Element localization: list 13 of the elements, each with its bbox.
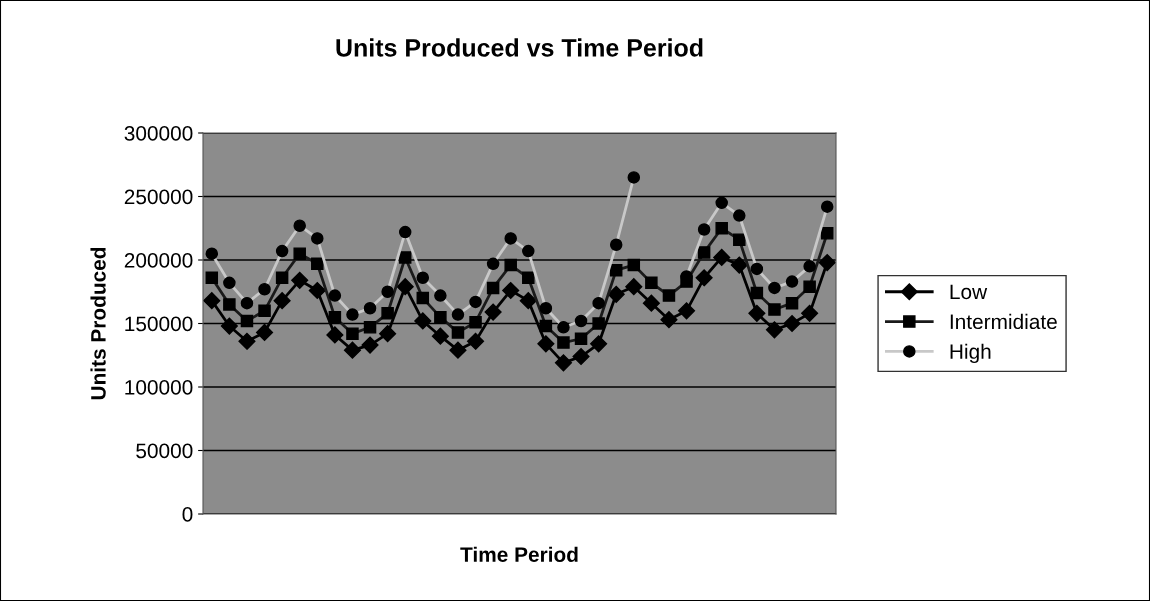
y-tick-label: 250000	[124, 189, 193, 205]
x-axis-title: Time Period	[460, 546, 578, 562]
y-tick-label: 300000	[124, 126, 193, 141]
chart-title: Units Produced vs Time Period	[336, 38, 703, 57]
y-tick-label: 200000	[124, 253, 193, 268]
y-axis-title: Units Produced	[90, 247, 106, 400]
y-tick-label: 100000	[125, 380, 193, 395]
y-tick-label: 150000	[125, 316, 193, 332]
legend-label: Intermidiate	[950, 313, 1057, 330]
legend-label: Low	[950, 284, 988, 300]
y-tick-label: 0	[182, 507, 193, 522]
y-tick-label: 50000	[136, 443, 193, 459]
legend-label: High	[950, 343, 991, 364]
